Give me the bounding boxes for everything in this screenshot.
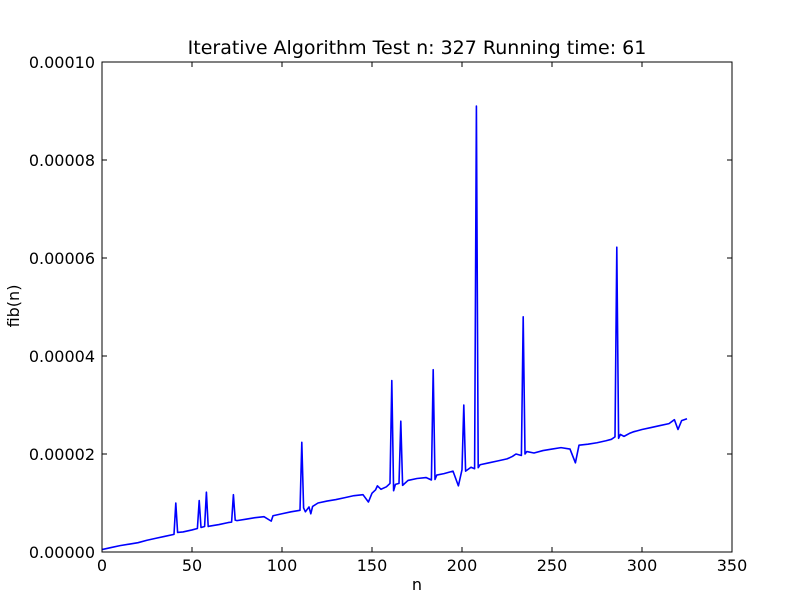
- y-tick-label: 0.00002: [29, 445, 95, 464]
- x-tick-label: 50: [182, 556, 202, 575]
- chart-title: Iterative Algorithm Test n: 327 Running …: [188, 37, 647, 59]
- x-tick-label: 300: [627, 556, 658, 575]
- plot-frame: [101, 61, 733, 553]
- plot-area: 0 50 100 150 200 250 300 350 0.00000 0.00002 0.000…: [29, 53, 747, 575]
- x-tick-label: 200: [447, 556, 478, 575]
- y-tick-label: 0.00000: [29, 543, 95, 562]
- x-tick-label: 100: [267, 556, 298, 575]
- x-axis-label: n: [412, 575, 422, 594]
- series-line-0: [101, 105, 688, 551]
- y-tick-label: 0.00006: [29, 249, 95, 268]
- y-tick-label: 0.00008: [29, 151, 95, 170]
- y-tick-label: 0.00004: [29, 347, 95, 366]
- x-tick-label: 0: [97, 556, 107, 575]
- x-tick-label: 150: [357, 556, 388, 575]
- y-tick-label: 0.00010: [29, 53, 95, 72]
- x-tick-label: 350: [717, 556, 748, 575]
- y-axis-label: fib(n): [4, 285, 23, 328]
- x-tick-label: 250: [537, 556, 568, 575]
